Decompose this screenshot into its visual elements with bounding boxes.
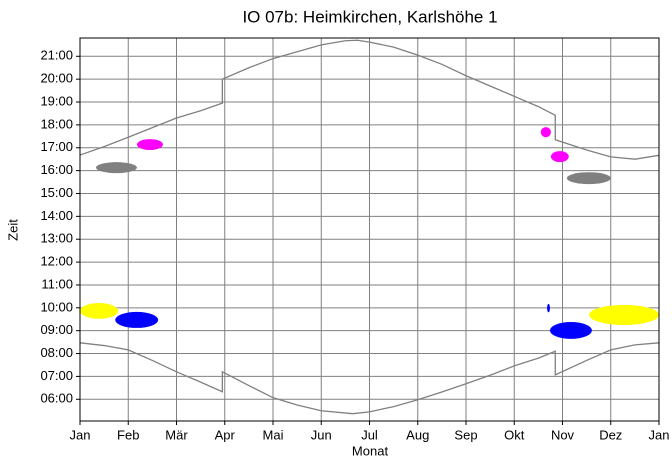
- x-tick-label: Mai: [263, 427, 284, 442]
- shadow-region: [136, 139, 163, 151]
- x-tick-label: Dez: [599, 427, 622, 442]
- shadow-region: [566, 172, 611, 185]
- x-tick-label: Mär: [165, 427, 188, 442]
- y-tick-label: 12:00: [40, 254, 73, 269]
- y-tick-label: 20:00: [40, 71, 73, 86]
- y-tick-label: 17:00: [40, 139, 73, 154]
- y-tick-label: 14:00: [40, 208, 73, 223]
- x-tick-label: Jun: [311, 427, 332, 442]
- y-tick-label: 11:00: [41, 276, 73, 291]
- shadow-region: [80, 303, 119, 319]
- y-tick-label: 08:00: [40, 345, 73, 360]
- x-tick-label: Okt: [504, 427, 525, 442]
- chart-title: IO 07b: Heimkirchen, Karlshöhe 1: [242, 7, 497, 26]
- x-tick-label: Jan: [70, 427, 91, 442]
- y-tick-label: 15:00: [40, 185, 73, 200]
- x-axis-label: Monat: [352, 443, 389, 458]
- y-tick-label: 13:00: [40, 231, 73, 246]
- shadow-region: [549, 321, 592, 339]
- shadow-region: [540, 127, 551, 138]
- y-tick-label: 16:00: [40, 162, 73, 177]
- y-tick-label: 10:00: [40, 299, 73, 314]
- x-tick-label: Nov: [551, 427, 575, 442]
- x-tick-label: Aug: [406, 427, 429, 442]
- shadow-region: [115, 311, 159, 328]
- sun-line: [79, 342, 660, 415]
- shadow-region: [95, 162, 137, 174]
- x-tick-label: Feb: [117, 427, 139, 442]
- y-tick-label: 07:00: [40, 368, 73, 383]
- x-tick-label: Sep: [454, 427, 477, 442]
- plot-border: [79, 37, 660, 422]
- sun-line: [79, 39, 660, 160]
- y-tick-label: 06:00: [40, 391, 73, 406]
- x-tick-label: Jul: [361, 427, 378, 442]
- y-tick-label: 18:00: [40, 116, 73, 131]
- x-tick-label: Apr: [215, 427, 236, 442]
- x-tick-label: Jan: [649, 427, 670, 442]
- y-axis-label: Zeit: [5, 219, 20, 241]
- y-tick-label: 09:00: [40, 322, 73, 337]
- y-tick-label: 21:00: [40, 48, 73, 63]
- shadow-region: [547, 303, 550, 313]
- shadow-region: [550, 151, 569, 163]
- shadow-region: [589, 304, 659, 325]
- y-tick-label: 19:00: [40, 93, 73, 108]
